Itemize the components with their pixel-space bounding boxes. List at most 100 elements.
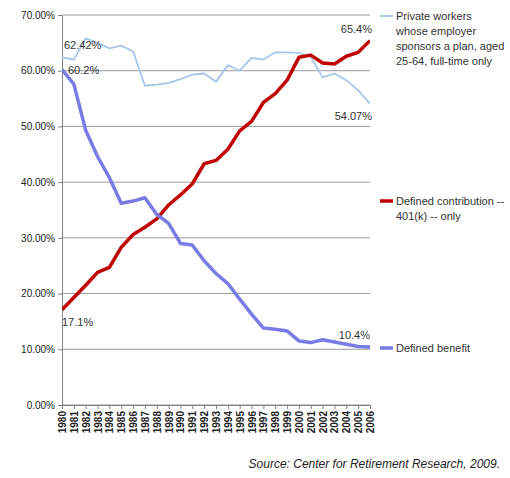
legend-label-line: Private workers [396, 10, 472, 22]
x-tick-mark [204, 405, 205, 409]
legend-swatch [380, 199, 393, 203]
data-label: 17.1% [62, 316, 93, 328]
legend-item: Defined contribution -- 401(k) -- only [380, 195, 505, 222]
y-tick-mark [58, 405, 62, 406]
legend-item: Defined benefit [380, 342, 470, 354]
x-tick: 1991 [187, 405, 198, 433]
x-tick-label: 1983 [93, 411, 104, 434]
x-tick-mark [74, 405, 75, 409]
y-tick-label: 70.00% [21, 10, 55, 21]
y-tick: 0.00% [27, 400, 62, 411]
x-tick-mark [180, 405, 181, 409]
x-tick: 1984 [104, 405, 115, 433]
x-tick-label: 1987 [140, 411, 151, 434]
x-tick: 2002 [318, 405, 329, 433]
x-tick: 1987 [140, 405, 151, 433]
y-tick-label: 30.00% [21, 233, 55, 244]
x-tick-label: 1985 [116, 411, 127, 434]
data-label: 10.4% [339, 329, 370, 341]
y-tick-mark [58, 349, 62, 350]
x-tick-label: 2005 [353, 411, 364, 434]
x-tick-mark [169, 405, 170, 409]
legend-label-line: sponsors a plan, aged [396, 40, 504, 52]
data-label: 65.4% [341, 23, 372, 35]
legend-swatch [380, 346, 393, 350]
x-tick-label: 2003 [329, 411, 340, 434]
x-tick-label: 2001 [306, 411, 317, 434]
x-tick-label: 1981 [69, 411, 80, 434]
x-axis: 1980198119821983198419851986198719881989… [57, 405, 376, 433]
x-tick-label: 1992 [199, 411, 210, 434]
x-tick-mark [358, 405, 359, 409]
x-tick-mark [98, 405, 99, 409]
data-label: 54.07% [335, 110, 373, 122]
x-tick-label: 1997 [258, 411, 269, 434]
data-label: 60.2% [68, 64, 99, 76]
x-tick-mark [133, 405, 134, 409]
y-tick: 20.00% [21, 288, 62, 299]
x-tick: 1994 [223, 405, 234, 433]
y-tick: 50.00% [21, 121, 62, 132]
legend: Private workerswhose employersponsors a … [380, 10, 505, 354]
x-tick-mark [109, 405, 110, 409]
x-tick-mark [252, 405, 253, 409]
series-line [62, 70, 370, 347]
x-tick-label: 1980 [57, 411, 68, 434]
x-tick-mark [121, 405, 122, 409]
grid-line [62, 70, 370, 71]
x-tick: 1992 [199, 405, 210, 433]
x-tick: 1990 [175, 405, 186, 433]
x-tick-label: 1999 [282, 411, 293, 434]
x-tick: 1985 [116, 405, 127, 433]
legend-swatch [380, 15, 393, 17]
grid [62, 15, 370, 405]
x-tick: 1986 [128, 405, 139, 433]
x-tick-label: 1984 [104, 411, 115, 434]
y-tick-label: 50.00% [21, 121, 55, 132]
grid-line [62, 182, 370, 183]
x-tick: 2004 [341, 405, 352, 433]
legend-label: Defined contribution -- 401(k) -- only [396, 195, 505, 222]
y-tick-label: 40.00% [21, 177, 55, 188]
series-line [62, 38, 370, 103]
x-tick: 1981 [69, 405, 80, 433]
y-tick-label: 10.00% [21, 344, 55, 355]
y-tick: 40.00% [21, 177, 62, 188]
y-tick: 30.00% [21, 233, 62, 244]
x-tick: 1980 [57, 405, 68, 433]
source: Source: Center for Retirement Research, … [249, 457, 500, 471]
data-labels: 62.42%54.07%17.1%65.4%60.2%10.4% [62, 23, 372, 341]
x-tick-mark [370, 405, 371, 409]
x-tick-mark [192, 405, 193, 409]
x-tick-mark [311, 405, 312, 409]
x-tick-label: 1998 [270, 411, 281, 434]
x-tick-label: 2000 [294, 411, 305, 434]
x-tick: 2003 [329, 405, 340, 433]
x-tick-mark [263, 405, 264, 409]
grid-line [62, 237, 370, 238]
x-tick-mark [62, 405, 63, 409]
x-tick-label: 2004 [341, 411, 352, 434]
chart: 0.00% 10.00% 20.00% 30.00% 40.00% 50.00% 60.00… [0, 0, 510, 478]
x-tick-label: 1995 [235, 411, 246, 434]
x-tick: 1983 [93, 405, 104, 433]
x-tick: 2006 [365, 405, 376, 433]
x-tick-mark [287, 405, 288, 409]
x-tick-label: 1986 [128, 411, 139, 434]
x-tick-mark [275, 405, 276, 409]
y-tick-mark [58, 294, 62, 295]
x-tick-mark [157, 405, 158, 409]
y-tick-label: 60.00% [21, 65, 55, 76]
series-lines [62, 38, 370, 347]
x-tick: 1995 [235, 405, 246, 433]
y-axis-line [62, 16, 63, 406]
legend-label-line: 25-64, full-time only [396, 55, 492, 67]
x-tick: 1989 [164, 405, 175, 433]
x-tick: 1982 [81, 405, 92, 433]
y-tick-mark [58, 238, 62, 239]
legend-label-line: 401(k) -- only [396, 210, 461, 222]
x-tick-mark [334, 405, 335, 409]
x-tick: 2001 [306, 405, 317, 433]
x-tick-mark [323, 405, 324, 409]
legend-label-line: Defined contribution -- [396, 195, 505, 207]
